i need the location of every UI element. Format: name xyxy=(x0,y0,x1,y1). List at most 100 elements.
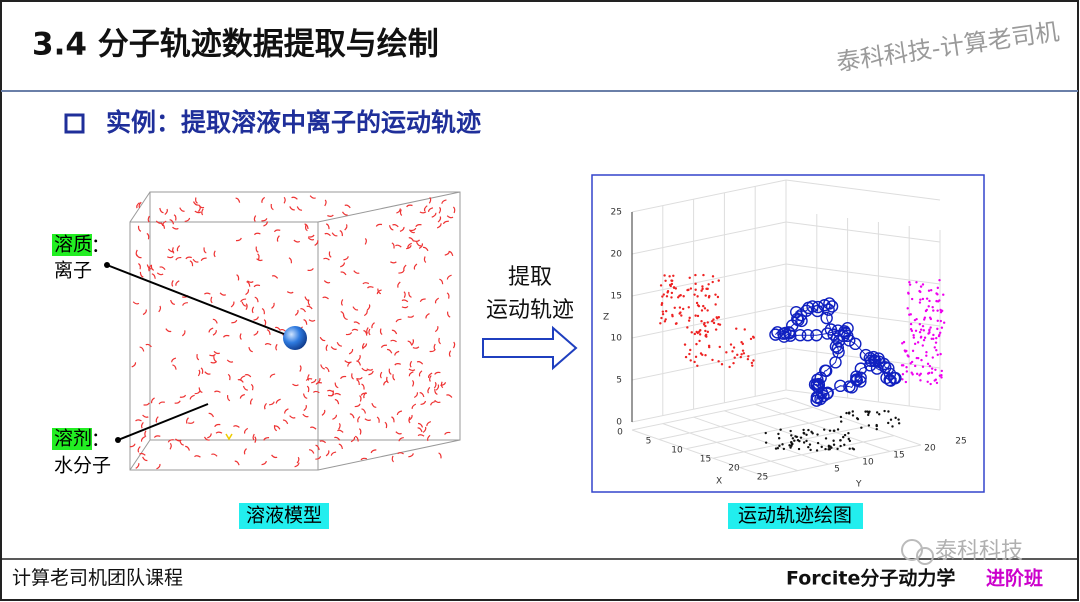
water xyxy=(360,392,367,396)
water xyxy=(137,225,142,232)
water xyxy=(273,229,281,233)
water xyxy=(370,449,377,454)
point xyxy=(904,380,908,384)
water xyxy=(197,369,201,377)
grid-line xyxy=(712,425,868,459)
water xyxy=(181,330,186,337)
water xyxy=(413,392,419,399)
water xyxy=(250,383,254,391)
water xyxy=(304,223,309,229)
water xyxy=(210,296,213,304)
water xyxy=(444,251,450,256)
water xyxy=(354,435,359,442)
water xyxy=(309,426,317,430)
water xyxy=(244,374,252,378)
point xyxy=(740,353,743,356)
point xyxy=(798,439,801,443)
point xyxy=(664,279,667,282)
point xyxy=(694,355,698,359)
z-axis-label: Z xyxy=(603,313,609,323)
point xyxy=(687,288,690,292)
point xyxy=(805,433,808,436)
point xyxy=(704,354,707,357)
water xyxy=(328,251,332,258)
trajectory-point xyxy=(889,371,902,385)
point xyxy=(906,307,909,310)
point xyxy=(832,443,836,446)
plot: 0 5 10 15 20 25 0 5 10 15 20 25 5 10 15 20 25 Z X Y xyxy=(603,179,967,490)
water xyxy=(391,416,395,423)
point xyxy=(931,305,934,309)
point xyxy=(847,411,851,414)
water xyxy=(150,397,155,404)
water xyxy=(246,280,254,283)
point xyxy=(764,441,768,444)
water xyxy=(203,247,207,254)
point xyxy=(935,336,938,340)
water xyxy=(135,419,142,422)
point xyxy=(789,429,792,433)
water xyxy=(153,435,161,438)
y-tick-label: 15 xyxy=(893,451,904,461)
water xyxy=(256,258,263,262)
point xyxy=(929,317,933,321)
point xyxy=(916,341,920,344)
water xyxy=(422,426,427,433)
water xyxy=(386,348,393,354)
point xyxy=(694,282,697,286)
water xyxy=(304,224,308,232)
water xyxy=(325,344,329,352)
water xyxy=(413,239,421,242)
wechat-icon xyxy=(916,547,934,565)
point xyxy=(674,322,678,325)
water xyxy=(392,374,396,381)
water xyxy=(356,360,362,366)
y-tick-label: 5 xyxy=(834,465,840,475)
water xyxy=(249,398,253,405)
water xyxy=(399,226,405,232)
point xyxy=(940,326,944,329)
water xyxy=(252,433,255,441)
trajectory-point xyxy=(820,311,833,325)
water xyxy=(142,414,149,418)
point xyxy=(942,293,945,296)
water xyxy=(261,308,265,315)
water xyxy=(390,261,397,264)
topic: Forcite分子动力学 xyxy=(786,567,955,590)
point xyxy=(816,441,820,445)
water xyxy=(136,202,140,209)
point xyxy=(842,435,845,439)
point xyxy=(701,287,704,291)
z-tick-label: 10 xyxy=(611,334,623,344)
point xyxy=(919,285,923,288)
point xyxy=(683,343,687,346)
water xyxy=(253,316,259,321)
water xyxy=(172,364,177,370)
water xyxy=(296,206,303,211)
point xyxy=(779,428,782,431)
point xyxy=(700,320,703,323)
point xyxy=(661,310,665,313)
water xyxy=(194,455,201,458)
water xyxy=(261,196,266,203)
water xyxy=(139,346,145,352)
trajectory-point xyxy=(829,356,842,369)
water xyxy=(270,203,274,211)
water xyxy=(419,392,425,398)
grid-line xyxy=(766,444,922,478)
solute-name: 离子 xyxy=(54,260,92,282)
point xyxy=(694,288,697,291)
water xyxy=(435,384,440,391)
point xyxy=(699,328,702,332)
water xyxy=(446,311,451,318)
grid-line xyxy=(785,397,922,446)
grid-line xyxy=(785,221,941,243)
point xyxy=(687,306,690,309)
point xyxy=(903,349,907,352)
water xyxy=(185,417,189,424)
water xyxy=(319,336,326,342)
water xyxy=(241,301,247,307)
trajectory-point xyxy=(810,394,823,407)
water xyxy=(214,423,221,428)
